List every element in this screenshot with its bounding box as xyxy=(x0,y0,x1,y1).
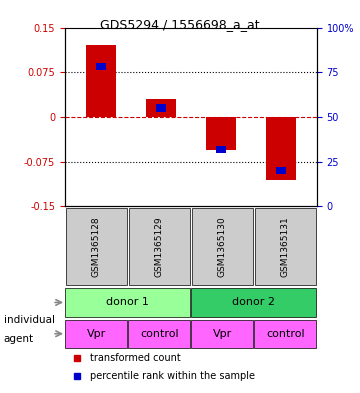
Bar xyxy=(156,105,166,112)
Bar xyxy=(206,117,236,150)
Text: Vpr: Vpr xyxy=(213,329,232,339)
Text: donor 1: donor 1 xyxy=(106,298,149,307)
Text: individual: individual xyxy=(4,315,55,325)
Text: control: control xyxy=(266,329,305,339)
Bar xyxy=(216,146,226,153)
Bar xyxy=(86,45,116,117)
Bar xyxy=(266,117,296,180)
Text: agent: agent xyxy=(4,334,34,344)
Bar xyxy=(146,99,176,117)
FancyBboxPatch shape xyxy=(192,288,316,316)
FancyBboxPatch shape xyxy=(192,208,252,285)
Text: Vpr: Vpr xyxy=(87,329,106,339)
Text: transformed count: transformed count xyxy=(90,353,181,363)
Text: GSM1365128: GSM1365128 xyxy=(92,216,101,277)
Text: donor 2: donor 2 xyxy=(232,298,275,307)
Text: GSM1365129: GSM1365129 xyxy=(155,216,164,277)
FancyBboxPatch shape xyxy=(129,320,190,348)
FancyBboxPatch shape xyxy=(129,208,189,285)
FancyBboxPatch shape xyxy=(66,208,127,285)
Text: GSM1365131: GSM1365131 xyxy=(281,216,290,277)
Bar xyxy=(275,167,286,174)
FancyBboxPatch shape xyxy=(66,320,127,348)
FancyBboxPatch shape xyxy=(192,320,253,348)
FancyBboxPatch shape xyxy=(255,208,315,285)
Text: control: control xyxy=(140,329,179,339)
FancyBboxPatch shape xyxy=(255,320,316,348)
Text: GDS5294 / 1556698_a_at: GDS5294 / 1556698_a_at xyxy=(100,18,260,31)
FancyBboxPatch shape xyxy=(66,288,190,316)
Text: percentile rank within the sample: percentile rank within the sample xyxy=(90,371,255,381)
Bar xyxy=(95,62,106,70)
Text: GSM1365130: GSM1365130 xyxy=(218,216,227,277)
